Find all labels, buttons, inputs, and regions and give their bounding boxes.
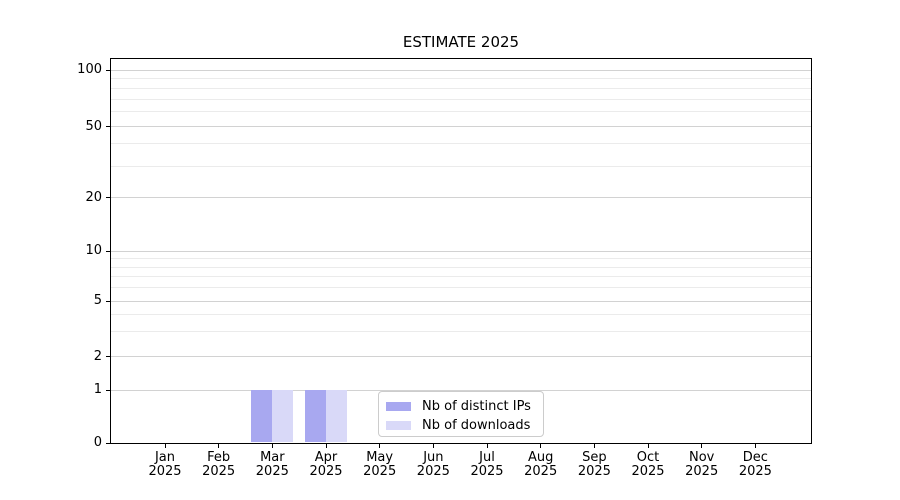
x-tick-label: Mar 2025	[242, 451, 302, 479]
legend-item: Nb of downloads	[386, 416, 537, 435]
x-tick-month: Jan	[154, 450, 176, 465]
x-tick-mark	[218, 444, 220, 448]
minor-gridline	[111, 87, 811, 89]
legend-label: Nb of downloads	[422, 417, 531, 433]
x-tick-mark	[593, 444, 595, 448]
x-tick-mark	[540, 444, 542, 448]
minor-gridline	[111, 276, 811, 278]
y-tick-mark	[106, 250, 110, 252]
x-tick-year: 2025	[363, 464, 397, 479]
minor-gridline	[111, 258, 811, 260]
x-tick-label: Nov 2025	[672, 451, 732, 479]
y-tick-label: 2	[93, 348, 102, 364]
y-tick-label: 20	[85, 189, 102, 205]
x-tick-year: 2025	[631, 464, 665, 479]
y-tick-label: 100	[77, 62, 102, 77]
y-tick-mark	[106, 197, 110, 198]
legend-label: Nb of distinct IPs	[422, 398, 531, 414]
x-tick-mark	[164, 444, 166, 448]
minor-gridline	[111, 98, 811, 100]
x-tick-year: 2025	[255, 464, 289, 479]
minor-gridline	[111, 266, 811, 268]
minor-gridline	[111, 143, 811, 145]
x-tick-month: Mar	[260, 450, 285, 465]
x-tick-year: 2025	[309, 464, 343, 479]
minor-gridline	[111, 111, 811, 113]
x-tick-month: May	[366, 450, 394, 465]
legend-swatch	[386, 421, 411, 430]
x-tick-label: Oct 2025	[618, 451, 678, 479]
x-tick-mark	[432, 444, 434, 448]
minor-gridline	[111, 314, 811, 316]
x-tick-month: Oct	[636, 450, 660, 465]
y-tick-label: 5	[93, 293, 102, 308]
x-tick-mark	[271, 444, 273, 448]
y-tick-mark	[106, 389, 110, 391]
x-tick-year: 2025	[685, 464, 719, 479]
x-tick-mark	[486, 444, 488, 448]
x-tick-year: 2025	[416, 464, 450, 479]
minor-gridline	[111, 331, 811, 333]
bar-downloads	[272, 390, 294, 442]
x-tick-month: Nov	[689, 450, 715, 465]
x-tick-mark	[325, 444, 327, 448]
x-tick-mark	[754, 444, 756, 448]
y-tick-label: 0	[93, 435, 102, 450]
x-tick-year: 2025	[577, 464, 611, 479]
x-tick-label: May 2025	[350, 451, 410, 479]
y-tick-label: 50	[85, 118, 102, 134]
x-tick-mark	[379, 444, 381, 448]
x-tick-mark	[701, 444, 703, 448]
x-tick-year: 2025	[524, 464, 558, 479]
x-tick-month: Aug	[527, 450, 554, 465]
y-tick-mark	[106, 442, 110, 444]
x-tick-label: Feb 2025	[189, 451, 249, 479]
legend-swatch	[386, 402, 411, 411]
y-tick-label: 1	[93, 382, 102, 397]
y-tick-label: 10	[85, 243, 102, 258]
y-tick-mark	[106, 300, 110, 302]
y-tick-mark	[106, 69, 110, 71]
x-tick-label: Jun 2025	[403, 451, 463, 479]
x-tick-label: Jan 2025	[135, 451, 195, 479]
major-gridline	[111, 356, 811, 357]
legend: Nb of distinct IPs Nb of downloads	[378, 391, 544, 437]
x-tick-year: 2025	[148, 464, 182, 479]
minor-gridline	[111, 165, 811, 167]
x-tick-label: Dec 2025	[725, 451, 785, 479]
major-gridline	[111, 69, 811, 71]
x-tick-year: 2025	[738, 464, 772, 479]
x-tick-mark	[647, 444, 649, 448]
x-tick-year: 2025	[202, 464, 236, 479]
major-gridline	[111, 250, 811, 252]
y-tick-mark	[106, 126, 110, 127]
x-tick-month: Sep	[582, 450, 607, 465]
x-tick-month: Apr	[314, 450, 338, 465]
x-tick-label: Sep 2025	[564, 451, 624, 479]
x-tick-label: Jul 2025	[457, 451, 517, 479]
legend-item: Nb of distinct IPs	[386, 397, 537, 416]
x-tick-month: Jul	[479, 450, 495, 465]
bar-distinct-ips	[305, 390, 326, 442]
major-gridline	[111, 300, 811, 302]
bar-distinct-ips	[251, 390, 273, 442]
x-tick-month: Feb	[207, 450, 231, 465]
major-gridline	[111, 389, 811, 391]
x-tick-month: Dec	[742, 450, 768, 465]
major-gridline	[111, 197, 811, 198]
bar-downloads	[326, 390, 347, 442]
x-tick-month: Jun	[423, 450, 444, 465]
chart-title: ESTIMATE 2025	[402, 33, 520, 51]
minor-gridline	[111, 287, 811, 289]
y-tick-mark	[106, 356, 110, 357]
minor-gridline	[111, 78, 811, 80]
major-gridline	[111, 126, 811, 127]
x-tick-year: 2025	[470, 464, 504, 479]
plot-area	[110, 58, 812, 444]
x-tick-label: Apr 2025	[296, 451, 356, 479]
x-tick-label: Aug 2025	[511, 451, 571, 479]
